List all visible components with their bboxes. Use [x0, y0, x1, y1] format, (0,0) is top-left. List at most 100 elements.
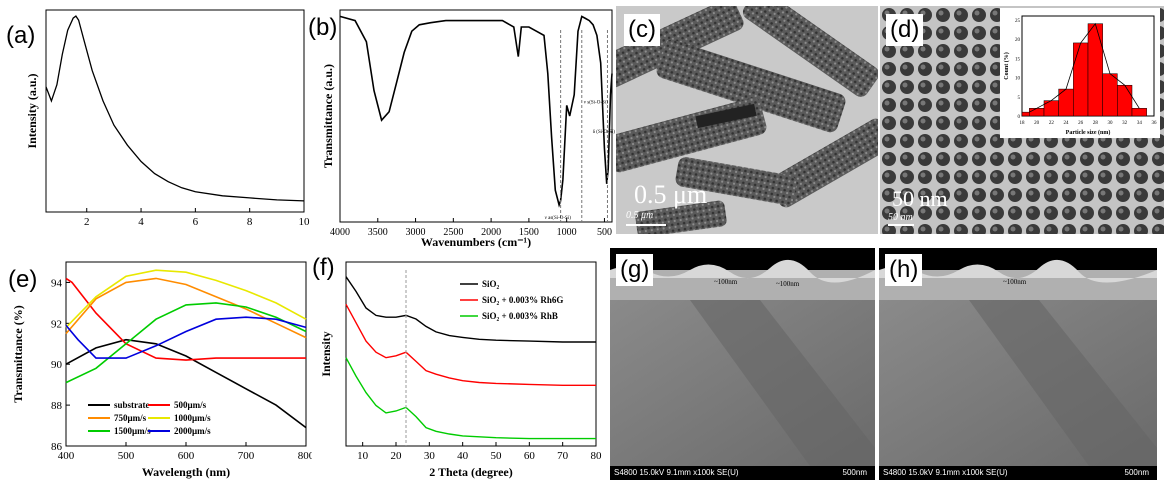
x-tick-label: 700: [238, 450, 255, 462]
x-tick-label: 10: [299, 216, 311, 228]
x-tick-label: 20: [391, 450, 403, 462]
series-line-0: [65, 338, 307, 429]
histogram-bar: [1029, 108, 1045, 117]
y-tick-label: 90: [51, 359, 63, 371]
y-axis-label: Transmittance (a.u.): [321, 64, 335, 168]
legend-label-3: 1000μm/s: [174, 413, 211, 423]
chart-b-ftir: 4000 3500 3000 2500 2000 1500 1000 500 Wavenumbe…: [321, 9, 615, 248]
x-tick-label: 4: [138, 216, 144, 228]
sem-mark-g-1: ~100nm: [714, 278, 738, 286]
scale-bar-d: [888, 224, 914, 226]
plot-frame: [345, 261, 597, 447]
panel-label-g: (g): [616, 254, 654, 286]
x-tick-label: 2: [84, 216, 90, 228]
chart-d-size-histogram: 18 20 22 24 26 28 30 32 34 36 0 5 10 15 20 25 Particle s…: [1000, 8, 1160, 138]
legend-label-2: SiO₂ + 0.003% RhB: [482, 311, 558, 321]
sem-info-g: S4800 15.0kV 9.1mm x100k SE(U): [614, 468, 739, 477]
panel-label-d: (d): [886, 14, 924, 46]
x-tick-label: 40: [457, 450, 469, 462]
scale-small-c: 0.5 μm: [626, 210, 654, 221]
sem-mark-g-2: ~100nm: [776, 280, 800, 288]
series-line-2: [345, 357, 596, 440]
legend-label-5: 2000μm/s: [174, 426, 211, 436]
series-line-4: [65, 302, 307, 384]
sem-info-h: S4800 15.0kV 9.1mm x100k SE(U): [883, 468, 1008, 477]
plot-frame: [45, 9, 305, 213]
histogram-bar: [1073, 42, 1089, 117]
x-tick-label: 4000: [330, 227, 350, 238]
x-tick-label: 2000: [481, 227, 501, 238]
legend-label-4: 1500μm/s: [114, 426, 151, 436]
inset-x-label: Particle size (nm): [1066, 129, 1111, 136]
series-line-0: [339, 15, 613, 208]
x-tick-label: 600: [178, 450, 195, 462]
x-tick-label: 60: [524, 450, 536, 462]
x-tick-label: 3500: [368, 227, 388, 238]
histogram-bar: [1087, 23, 1103, 117]
series-line-0: [45, 15, 305, 202]
distribution-curve: [1029, 22, 1140, 113]
y-tick-label: 86: [51, 441, 63, 453]
x-tick-label: 1500: [519, 227, 539, 238]
inset-y-label: Count (%): [1003, 52, 1010, 80]
x-tick-label: 800: [298, 450, 312, 462]
sem-scale-h: 500nm: [1124, 468, 1149, 477]
inset-y-tick: 25: [1015, 19, 1021, 24]
inset-y-tick: 10: [1015, 77, 1021, 82]
tem-image-c: 0.5 μm 0.5 μm (c): [616, 6, 878, 234]
x-axis-label: Wavelength (nm): [142, 465, 230, 479]
panel-label-e: (e): [8, 266, 38, 293]
annotation-1: ν as(Si-O-Si): [545, 216, 572, 221]
x-tick-label: 500: [118, 450, 135, 462]
annotation-2: ν s(Si-O-Si): [584, 100, 608, 105]
x-tick-label: 50: [491, 450, 503, 462]
x-axis-label: Wavenumbers (cm⁻¹): [421, 235, 531, 248]
tem-image-d: 50 nm 50 nm (d) 18 20 22 24 26 28 30 32 34 36 0 5 10…: [880, 6, 1164, 234]
x-axis-label: 2 Theta (degree): [429, 465, 513, 479]
chart-a-xrd-low-angle: 2468102 Theta (degree)Intensity (a.u.): [25, 9, 311, 228]
histogram-bar: [1117, 84, 1133, 117]
inset-x-tick: 26: [1078, 121, 1084, 126]
series-line-0: [345, 276, 596, 343]
y-tick-label: 92: [51, 318, 62, 330]
legend-label-0: substrate: [114, 400, 150, 410]
x-tick-label: 10: [357, 450, 369, 462]
x-tick-label: 70: [557, 450, 569, 462]
inset-x-tick: 24: [1064, 121, 1070, 126]
x-tick-label: 500: [597, 227, 612, 238]
sem-image-g: ~100nm ~100nm S4800 15.0kV 9.1mm x100k S…: [610, 248, 875, 480]
sem-scale-g: 500nm: [842, 468, 867, 477]
inset-x-tick: 30: [1108, 121, 1114, 126]
x-tick-label: 30: [424, 450, 436, 462]
scale-bar-c: [626, 224, 666, 226]
legend-label-0: SiO₂: [482, 279, 500, 289]
inset-y-tick: 0: [1018, 115, 1021, 120]
inset-x-tick: 28: [1093, 121, 1099, 126]
legend-label-1: SiO₂ + 0.003% Rh6G: [482, 295, 563, 305]
sem-image-h: ~100nm S4800 15.0kV 9.1mm x100k SE(U) 50…: [879, 248, 1157, 480]
sem-mark-h-1: ~100nm: [1003, 278, 1027, 286]
scale-label-d: 50 nm: [892, 186, 948, 211]
inset-y-tick: 20: [1015, 38, 1021, 43]
chart-f-xrd: 10 20 30 40 50 60 70 80 2 Theta (degree) Intensit…: [319, 261, 602, 479]
series-line-2: [65, 277, 307, 339]
x-tick-label: 1000: [557, 227, 577, 238]
x-tick-label: 6: [193, 216, 199, 228]
legend-label-2: 750μm/s: [114, 413, 147, 423]
y-axis-label: Transmittance (%): [11, 305, 25, 402]
y-tick-label: 94: [51, 277, 63, 289]
annotation-3: δ (Si-O-Si): [593, 130, 615, 135]
panel-label-a: (a): [6, 22, 36, 49]
scale-small-d: 50 nm: [888, 212, 913, 223]
series-line-5: [65, 316, 307, 359]
histogram-bar: [1102, 73, 1118, 117]
panel-label-c: (c): [624, 14, 660, 46]
x-tick-label: 400: [58, 450, 75, 462]
inset-y-tick: 15: [1015, 57, 1021, 62]
histogram-bar: [1131, 108, 1147, 117]
x-tick-label: 3000: [406, 227, 426, 238]
legend-label-1: 500μm/s: [174, 400, 207, 410]
inset-y-tick: 5: [1018, 96, 1021, 101]
x-tick-label: 8: [247, 216, 253, 228]
panel-label-h: (h): [885, 254, 923, 286]
